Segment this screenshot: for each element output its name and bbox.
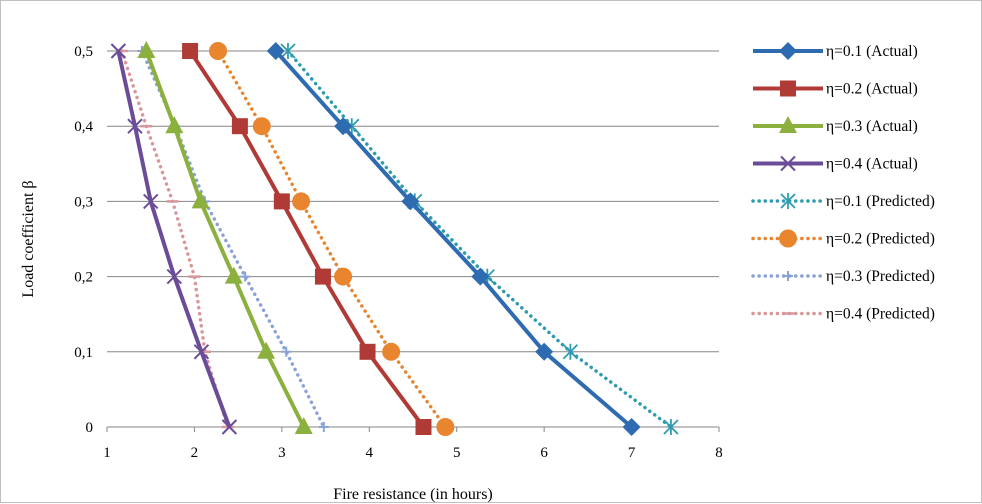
data-point <box>436 418 455 436</box>
y-tick-label: 0 <box>86 420 94 436</box>
data-point <box>562 343 579 360</box>
data-point <box>110 43 127 59</box>
legend-label: η=0.4 (Predicted) <box>826 306 935 323</box>
data-point <box>252 117 271 136</box>
legend-label: η=0.2 (Actual) <box>826 81 918 98</box>
legend-item: η=0.1 (Predicted) <box>751 193 935 210</box>
legend-item: η=0.4 (Actual) <box>753 156 918 173</box>
legend-item: η=0.1 (Actual) <box>753 42 918 60</box>
x-axis-title: Fire resistance (in hours) <box>333 486 493 503</box>
x-tick-label: 8 <box>715 445 723 461</box>
x-tick-label: 5 <box>453 445 461 461</box>
data-point <box>182 43 199 59</box>
legend-marker <box>779 116 797 133</box>
data-point <box>415 419 432 435</box>
legend-marker <box>783 271 793 281</box>
data-point <box>193 344 210 360</box>
legend-item: η=0.4 (Predicted) <box>751 306 935 323</box>
y-axis-title: Load coefficient β <box>20 180 37 297</box>
data-point <box>382 342 401 361</box>
series-line <box>120 49 230 429</box>
series-2 <box>182 43 432 435</box>
x-tick-label: 3 <box>278 445 286 461</box>
data-point <box>273 193 290 210</box>
data-point <box>221 419 238 435</box>
data-point <box>266 42 285 60</box>
data-point <box>292 192 311 211</box>
legend-item: η=0.2 (Predicted) <box>751 229 935 248</box>
series-8 <box>115 49 234 429</box>
legend-marker <box>779 229 797 248</box>
data-point <box>318 422 329 432</box>
series-line <box>116 50 232 428</box>
legend-label: η=0.2 (Predicted) <box>826 231 935 248</box>
series-line <box>144 50 306 428</box>
data-point <box>240 271 251 282</box>
series-layer <box>110 41 679 436</box>
data-point <box>359 343 376 360</box>
legend-label: η=0.3 (Actual) <box>826 118 918 135</box>
x-tick-label: 2 <box>191 445 199 461</box>
data-point <box>191 191 210 209</box>
legend-label: η=0.3 (Predicted) <box>826 268 935 285</box>
legend-marker <box>780 193 796 209</box>
y-tick-label: 0,5 <box>74 44 93 60</box>
x-tick-label: 6 <box>540 445 548 461</box>
data-point <box>663 419 679 435</box>
data-point <box>535 342 554 361</box>
series-5 <box>280 43 679 435</box>
legend-item: η=0.3 (Actual) <box>753 116 918 135</box>
y-tick-label: 0,3 <box>74 194 93 210</box>
data-point <box>281 346 292 357</box>
data-point <box>257 341 276 359</box>
data-point <box>166 268 183 285</box>
axes: 0 0,1 0,2 0,3 0,4 0,5 1 2 3 4 5 6 7 8 <box>74 44 723 461</box>
legend: η=0.1 (Actual) η=0.2 (Actual) η=0.3 (Actua… <box>751 42 935 323</box>
data-point <box>143 193 159 210</box>
data-point <box>334 267 353 286</box>
series-6 <box>209 42 455 436</box>
y-tick-label: 0,4 <box>74 119 93 135</box>
data-point <box>622 418 641 436</box>
data-point <box>471 267 490 286</box>
series-1 <box>266 42 641 436</box>
series-line <box>188 49 426 429</box>
legend-item: η=0.3 (Predicted) <box>751 268 935 285</box>
legend-label: η=0.4 (Actual) <box>826 156 918 173</box>
legend-marker <box>780 80 796 97</box>
data-point <box>224 266 243 284</box>
series-line <box>274 49 633 429</box>
data-point <box>334 117 353 136</box>
data-point <box>231 118 248 135</box>
x-tick-label: 1 <box>103 445 111 461</box>
x-tick-label: 4 <box>366 445 374 461</box>
legend-marker <box>779 42 797 60</box>
legend-label: η=0.1 (Actual) <box>826 43 918 60</box>
legend-item: η=0.2 (Actual) <box>753 80 918 98</box>
x-tick-label: 7 <box>628 445 636 461</box>
data-point <box>314 268 331 285</box>
legend-label: η=0.1 (Predicted) <box>826 193 935 210</box>
y-tick-label: 0,1 <box>74 345 93 361</box>
series-line <box>286 49 673 429</box>
data-point <box>127 118 143 134</box>
data-point <box>165 116 184 134</box>
data-point <box>280 43 296 59</box>
series-4 <box>110 43 238 435</box>
y-tick-label: 0,2 <box>74 270 93 286</box>
data-point <box>209 42 228 60</box>
legend-marker <box>780 155 796 172</box>
data-point <box>401 192 420 211</box>
data-point <box>294 417 313 434</box>
series-line <box>216 49 448 429</box>
data-point <box>137 41 156 58</box>
series-3 <box>137 41 313 434</box>
